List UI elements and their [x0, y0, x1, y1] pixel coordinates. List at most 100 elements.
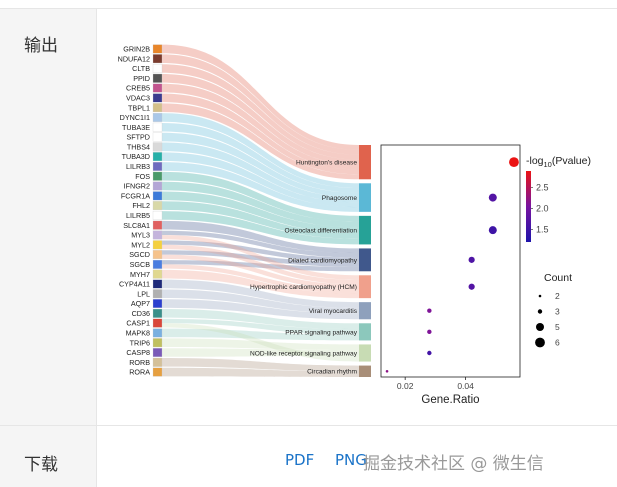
size-legend-label: 3 [555, 307, 560, 317]
x-tick-label: 0.02 [397, 381, 414, 391]
pathway-node [359, 183, 371, 212]
dot-point [385, 369, 389, 373]
sankey-link [162, 171, 359, 222]
gene-node [152, 54, 163, 64]
pathway-label: Osteoclast differentiation [285, 228, 358, 235]
dot-plot-frame [380, 144, 521, 378]
sankey-link [162, 132, 359, 198]
sankey-link [162, 348, 359, 357]
gene-label: CREB5 [126, 84, 150, 93]
gene-label: MAPK8 [126, 329, 150, 338]
gene-node [152, 220, 163, 230]
gene-node [152, 83, 163, 93]
sankey-link [162, 103, 359, 180]
size-legend-dot [536, 323, 544, 331]
sankey-link [162, 201, 359, 239]
gene-node [152, 230, 163, 240]
size-legend-label: 5 [555, 322, 560, 332]
gene-node [152, 289, 163, 299]
gene-label: MYL3 [131, 231, 150, 240]
gene-nodes: GRIN2BNDUFA12CLTBPPIDCREB5VDAC3TBPL1DYNC… [118, 44, 163, 377]
sankey-link [162, 230, 359, 258]
sankey-link [162, 240, 359, 263]
pathway-label: PPAR signaling pathway [285, 329, 357, 336]
sankey-link [162, 220, 359, 253]
sankey-link [162, 93, 359, 175]
gene-label: PPID [133, 74, 150, 83]
sankey-link [162, 318, 359, 335]
gene-label: FHL2 [132, 201, 150, 210]
pathway-node [359, 215, 371, 245]
gene-node [152, 171, 163, 181]
pathway-label: Phagosome [322, 195, 358, 202]
gene-node [152, 357, 163, 367]
gene-label: CYP4A11 [119, 280, 150, 289]
gene-node [152, 191, 163, 201]
gene-label: TUBA3D [122, 152, 150, 161]
sankey-link [162, 309, 359, 329]
color-legend-title: -log10(Pvalue) [526, 155, 591, 169]
output-row-header: 输出 [0, 9, 97, 425]
size-legend-dot [535, 337, 545, 348]
size-legend-label: 2 [555, 291, 560, 301]
sankey-link [162, 113, 359, 189]
x-tick-label: 0.04 [457, 381, 474, 391]
gene-node [152, 328, 163, 338]
sankey-link [162, 250, 359, 267]
size-legend-dot [538, 294, 542, 298]
pathway-nodes: Huntington's disease Phagosome Osteoclast … [250, 145, 371, 377]
sankey-link [162, 264, 359, 294]
gene-label: CD36 [132, 309, 150, 318]
sankey-link [162, 358, 359, 372]
gene-node [152, 299, 163, 308]
gene-node [152, 269, 163, 279]
pdf-download-link[interactable]: PDF [285, 451, 315, 469]
x-axis-label: Gene.Ratio [421, 394, 479, 406]
gene-label: TRIP6 [130, 338, 150, 347]
gene-label: LPL [137, 289, 150, 298]
sankey-link [162, 367, 359, 377]
gene-label: FOS [135, 172, 150, 181]
gene-node [152, 103, 163, 113]
pathway-node [359, 302, 371, 320]
sankey-link [162, 244, 359, 285]
color-legend-title-suffix: (Pvalue) [552, 155, 591, 167]
gene-node [152, 161, 163, 171]
png-download-link[interactable]: PNG [335, 451, 367, 469]
color-legend-title-prefix: -log [526, 155, 544, 167]
gene-node [152, 250, 163, 260]
sankey-link [162, 323, 359, 362]
sankey-link [162, 73, 359, 165]
download-label: 下载 [24, 455, 58, 475]
sankey-link [162, 54, 359, 155]
output-label: 输出 [24, 36, 58, 56]
colorbar-tick-label: 1.5 [536, 224, 549, 234]
sankey-link [162, 234, 359, 280]
dot-point [468, 256, 475, 263]
pathway-label: NOD-like receptor signaling pathway [250, 350, 358, 357]
gene-label: GRIN2B [123, 44, 150, 53]
sankey-link [162, 181, 359, 228]
pathway-node [359, 145, 371, 180]
dot-point [427, 329, 432, 335]
pathway-node [359, 344, 371, 362]
gene-node [152, 240, 163, 250]
watermark-text: 掘金技术社区 @ 微生信 [363, 454, 544, 474]
gene-label: THBS4 [127, 142, 150, 151]
gene-label: CLTB [132, 64, 150, 73]
pathway-node [359, 275, 371, 299]
legends: -log10(Pvalue) 2.5 2.0 1.5 Count 2 3 5 6 [526, 155, 591, 348]
pathway-label: Circadian rhythm [307, 369, 357, 376]
gene-node [152, 122, 163, 132]
size-legend-title: Count [544, 272, 572, 284]
pathway-node [359, 365, 371, 377]
dot-point [427, 350, 432, 356]
table-top-border [0, 8, 617, 9]
dot-point [468, 283, 475, 290]
gene-label: RORA [129, 368, 150, 377]
download-row-header: 下载 [0, 426, 97, 487]
size-legend-dot [537, 309, 543, 314]
sankey-link [162, 83, 359, 170]
sankey-link [162, 64, 359, 160]
gene-node [152, 318, 163, 328]
